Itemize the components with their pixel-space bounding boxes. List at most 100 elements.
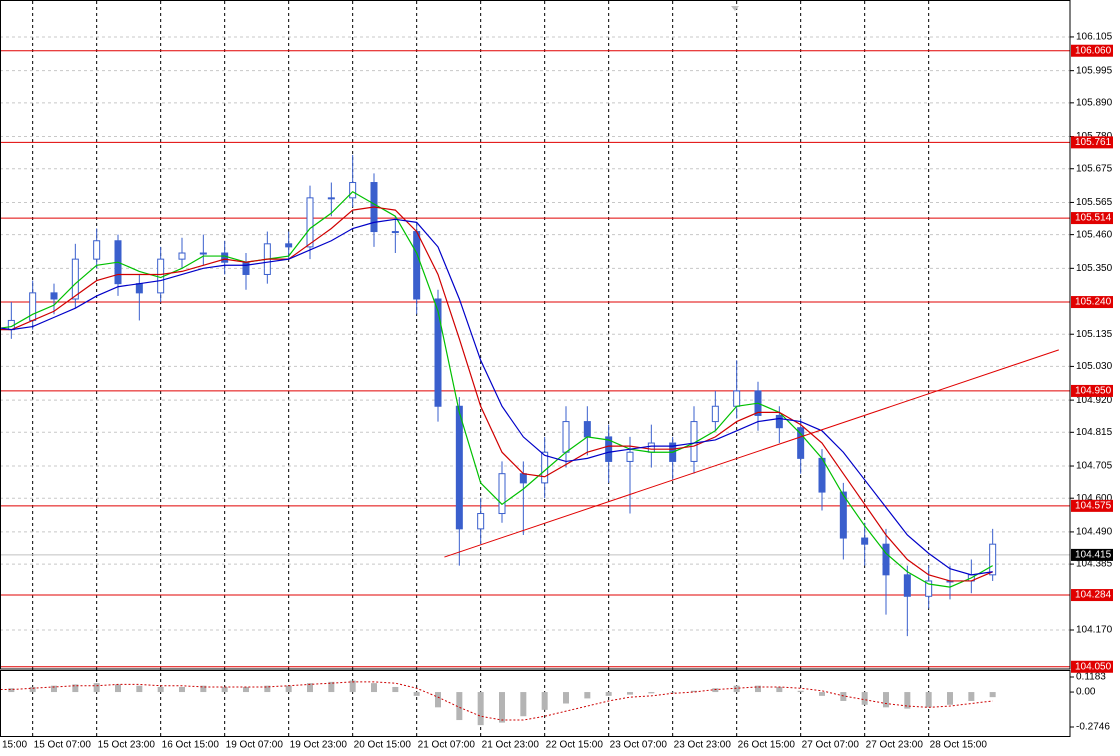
level-label: 104.575	[1075, 501, 1112, 512]
x-tick-label: 16 Oct 15:00	[162, 740, 220, 751]
candle-body	[797, 427, 805, 459]
level-label: 106.060	[1075, 45, 1112, 56]
y-tick-label: 104.170	[1076, 625, 1113, 636]
histogram-bar	[968, 692, 975, 701]
histogram-bar	[712, 688, 719, 693]
histogram-bar	[520, 692, 527, 717]
candle-body	[306, 197, 314, 248]
candle-body	[541, 451, 549, 484]
histogram-bar	[221, 686, 228, 693]
histogram-bar	[456, 692, 463, 721]
histogram-bar	[563, 692, 569, 704]
candle-body	[29, 292, 37, 321]
candle-body	[818, 457, 826, 493]
x-tick-label: 23 Oct 07:00	[610, 740, 668, 751]
current-price-box	[1071, 548, 1113, 561]
level-label: 105.240	[1075, 297, 1112, 308]
histogram-bar	[861, 692, 868, 705]
level-label-box	[1071, 296, 1113, 309]
histogram-bar	[179, 686, 185, 693]
histogram-bar	[72, 684, 79, 693]
candle-body	[135, 283, 143, 294]
level-label: 104.284	[1075, 590, 1112, 601]
oscillator-plot	[0, 680, 996, 726]
level-label-box	[1071, 44, 1113, 57]
y-tick-label: 0.1183	[1076, 672, 1106, 683]
candle-body	[519, 473, 527, 484]
y-tick-label: -0.2746	[1076, 722, 1110, 733]
candle-body	[178, 252, 186, 260]
price-plot	[0, 50, 1070, 668]
moving-average	[0, 218, 993, 576]
level-label-box	[1071, 136, 1113, 149]
histogram-bar	[29, 686, 36, 693]
candle-body	[71, 258, 79, 300]
candle-body	[925, 580, 933, 597]
candle-body	[626, 451, 634, 462]
candle-body	[221, 252, 229, 263]
histogram-bar	[477, 692, 484, 726]
y-tick-label: 104.815	[1076, 427, 1113, 438]
histogram-bar	[307, 683, 313, 693]
candle-body	[562, 421, 570, 453]
y-tick-label: 104.385	[1076, 559, 1113, 570]
level-label-box	[1071, 384, 1113, 397]
y-tick-label: 105.995	[1076, 65, 1113, 76]
x-tick-label: 22 Oct 15:00	[546, 740, 604, 751]
shift-marker	[731, 6, 739, 11]
candle-body	[199, 252, 207, 255]
histogram-bar	[413, 692, 420, 696]
histogram-bar	[200, 685, 207, 693]
histogram-bar	[904, 692, 911, 709]
candle-body	[285, 243, 293, 248]
oscillator-frame	[0, 670, 1071, 737]
y-tick-label: 105.350	[1076, 263, 1113, 274]
level-label: 105.514	[1075, 213, 1112, 224]
candle-body	[839, 491, 847, 539]
histogram-bar	[776, 686, 783, 693]
trendline	[444, 349, 1059, 558]
x-tick-label: 15 Oct 07:00	[34, 740, 92, 751]
histogram-bar	[925, 692, 932, 708]
histogram-bar	[285, 685, 292, 693]
price-frame	[0, 0, 1071, 670]
histogram-bar	[648, 692, 655, 694]
x-tick-label: 19 Oct 07:00	[226, 740, 284, 751]
x-tick-label: 21 Oct 07:00	[418, 740, 476, 751]
x-tick-label: 23 Oct 23:00	[674, 740, 732, 751]
level-label: 104.050	[1075, 661, 1112, 672]
histogram-bar	[669, 692, 676, 693]
histogram-bar	[371, 683, 377, 693]
histogram-bar	[157, 686, 164, 693]
y-tick-label: 104.600	[1076, 493, 1113, 504]
histogram-bar	[584, 692, 591, 699]
candle-body	[583, 421, 591, 438]
level-label: 105.761	[1075, 137, 1112, 148]
candle-body	[327, 197, 335, 200]
candle-body	[477, 513, 485, 530]
histogram-bar	[328, 681, 335, 693]
level-label-box	[1071, 499, 1113, 512]
histogram-bar	[93, 683, 100, 693]
histogram-bar	[264, 685, 271, 693]
histogram-bar	[541, 692, 548, 710]
x-tick-label: 28 Oct 15:00	[930, 740, 988, 751]
candle-body	[434, 298, 442, 407]
candle-body	[605, 436, 613, 462]
grid	[0, 1, 1070, 736]
histogram-bar	[733, 685, 740, 693]
histogram-bar	[243, 686, 249, 693]
candle-body	[861, 537, 869, 545]
candle-body	[775, 414, 783, 429]
candle-body	[349, 182, 357, 199]
axes: 15:00 15 Oct 07:00 15 Oct 23:00 16 Oct 15:0…	[2, 32, 1113, 751]
histogram-bar	[883, 692, 889, 708]
moving-average	[0, 190, 993, 588]
x-tick-label: 15:00	[2, 740, 27, 751]
y-tick-label: 104.490	[1076, 527, 1113, 538]
moving-average	[0, 206, 993, 582]
y-tick-label: 104.705	[1076, 461, 1113, 472]
level-label-box	[1071, 212, 1113, 225]
